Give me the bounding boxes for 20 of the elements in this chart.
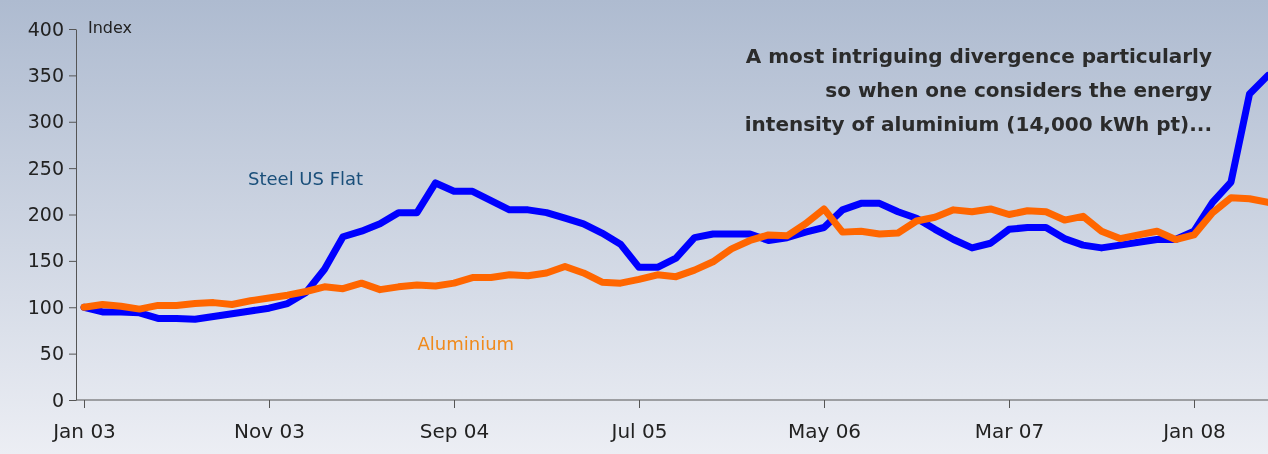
x-tick-label: Nov 03 [234,419,305,443]
x-tick-label: Jan 08 [1161,419,1226,443]
y-tick-label: 150 [27,249,64,272]
y-tick-label: 0 [51,388,64,411]
x-tick-label: Mar 07 [974,419,1045,443]
y-tick-label: 250 [27,156,64,179]
y-tick-label: 300 [27,110,64,133]
annotation: A most intriguing divergence particularly so when one considers the energy intensity of aluminium (14,000 kWh pt)... [744,44,1212,136]
x-tick-label: Sep 04 [419,419,490,443]
text: Aluminium [417,332,515,354]
y-axis-title: Index [88,18,133,37]
y-tick-label: 400 [27,17,64,40]
y-tick-label: 200 [27,203,64,226]
x-tick-label: May 06 [787,419,862,443]
y-tick-label: 100 [27,295,64,318]
x-tick-label: Jan 03 [51,419,116,443]
text: Steel US Flat [248,167,364,189]
y-tick-label: 350 [27,63,64,86]
y-tick-label: 50 [39,342,64,365]
x-tick-label: Jul 05 [609,419,668,443]
